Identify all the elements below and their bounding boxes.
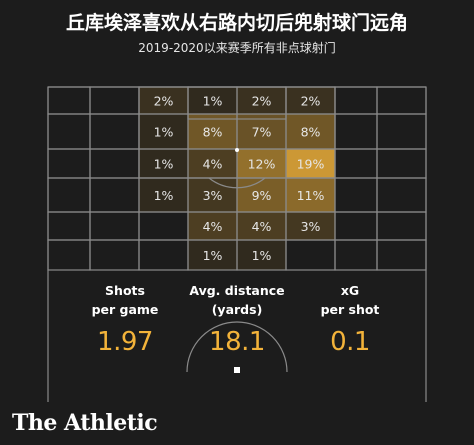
zone-grid-cell [376, 239, 427, 271]
heatmap-cell-label: 1% [154, 188, 174, 203]
zone-grid-cell [334, 239, 378, 271]
stat-distance-label: Avg. distance (yards) [167, 281, 307, 319]
heatmap-cell [188, 87, 237, 114]
stat-shots-label-line2: per game [91, 302, 159, 317]
halfway-spot [234, 367, 240, 373]
heatmap-cell-label: 4% [252, 219, 272, 234]
heatmap-cell-label: 1% [203, 94, 223, 109]
penalty-arc [208, 177, 266, 189]
stat-xg-value: 0.1 [330, 327, 370, 357]
zone-grid-cell [285, 239, 336, 271]
heatmap-cell [237, 212, 286, 240]
zone-grid-cell [89, 239, 140, 271]
zone-grid-cell [376, 86, 427, 115]
stat-shots-label-line1: Shots [105, 283, 145, 298]
heatmap-cell [286, 212, 335, 240]
zone-grid-cell [334, 148, 378, 179]
heatmap-cell [237, 240, 286, 270]
heatmap-cell-label: 8% [203, 125, 223, 140]
stat-distance-label-line1: Avg. distance [189, 283, 285, 298]
heatmap-cell [188, 178, 237, 212]
heatmap-cell [237, 114, 286, 149]
heatmap-cell-label: 3% [203, 188, 223, 203]
heatmap-cell [188, 240, 237, 270]
chart-title: 丘库埃泽喜欢从右路内切后兜射球门远角 [65, 12, 408, 34]
heatmap-cell-label: 1% [203, 248, 223, 263]
heatmap-cell [286, 87, 335, 114]
stat-xg-label-line2: per shot [320, 302, 380, 317]
heatmap-cell-label: 11% [297, 188, 325, 203]
heatmap-cell-label: 2% [154, 94, 174, 109]
heatmap-labels: 2% 1% 2% 2% 1% 8% 7% 8% 1% 4% 12% 19% 1% 3% 9% 11% 4% 4% 3… [154, 94, 325, 264]
heatmap-cell-label: 7% [252, 125, 272, 140]
zone-grid-cell [47, 113, 91, 150]
zone-grid-cell [47, 211, 91, 241]
heatmap-cell-label: 2% [301, 94, 321, 109]
zone-grid-cell [89, 86, 140, 115]
heatmap-cell [188, 212, 237, 240]
zone-grid-cell [89, 148, 140, 179]
zone-grid-cell [89, 211, 140, 241]
heatmap-cell [286, 114, 335, 149]
heatmap-cell-label: 1% [252, 248, 272, 263]
heatmap-cell [139, 114, 188, 149]
stat-shots-label: Shots per game [55, 281, 195, 319]
heatmap-cell-label: 12% [248, 157, 276, 172]
zone-grid-cell [376, 113, 427, 150]
zone-grid-cell [334, 113, 378, 150]
chart-subtitle: 2019-2020以来赛季所有非点球射门 [138, 41, 336, 55]
heatmap-cell [139, 87, 188, 114]
heatmap-cell-label: 4% [203, 219, 223, 234]
stat-distance-label-line2: (yards) [211, 302, 263, 317]
heatmap-cell [237, 87, 286, 114]
heatmap-cell [286, 149, 335, 178]
zone-grid-cell [47, 177, 91, 213]
heatmap-cell-label: 9% [252, 188, 272, 203]
zone-grid-cell [334, 211, 378, 241]
heatmap-cell [139, 178, 188, 212]
brand-logo: The Athletic [12, 410, 158, 436]
zone-grid-cell [376, 211, 427, 241]
stat-shots-value: 1.97 [97, 327, 153, 357]
heatmap-cell-label: 3% [301, 219, 321, 234]
center-circle [186, 321, 288, 373]
zone-grid-cell [334, 86, 378, 115]
heatmap-cell-label: 19% [297, 157, 325, 172]
heatmap-cell [237, 178, 286, 212]
zone-grid-cell [334, 177, 378, 213]
stat-xg-label: xG per shot [280, 281, 420, 319]
zone-grid-cell [47, 148, 91, 179]
heatmap-cells [139, 87, 335, 270]
zone-grid-cell [47, 86, 91, 115]
zone-grid-cell [89, 113, 140, 150]
heatmap-cell [188, 114, 237, 149]
heatmap-cell-label: 4% [203, 157, 223, 172]
stat-distance-value: 18.1 [209, 327, 265, 357]
stat-xg-label-line1: xG [340, 283, 360, 298]
heatmap-cell-label: 1% [154, 157, 174, 172]
zone-grid-cell [376, 148, 427, 179]
six-yard-box [187, 86, 287, 120]
penalty-spot [235, 148, 239, 152]
heatmap-cell-label: 2% [252, 94, 272, 109]
heatmap-cell [237, 149, 286, 178]
pitch-lines [47, 86, 427, 402]
heatmap-cell-label: 1% [154, 125, 174, 140]
zone-grid-cell [376, 177, 427, 213]
zone-grid-cell [138, 211, 189, 241]
heatmap-cell [139, 149, 188, 178]
heatmap-cell [286, 178, 335, 212]
heatmap-cell [188, 149, 237, 178]
zone-grid-cell [47, 239, 91, 271]
heatmap-cell-label: 8% [301, 125, 321, 140]
zone-grid-cell [89, 177, 140, 213]
zone-grid-cell [138, 239, 189, 271]
